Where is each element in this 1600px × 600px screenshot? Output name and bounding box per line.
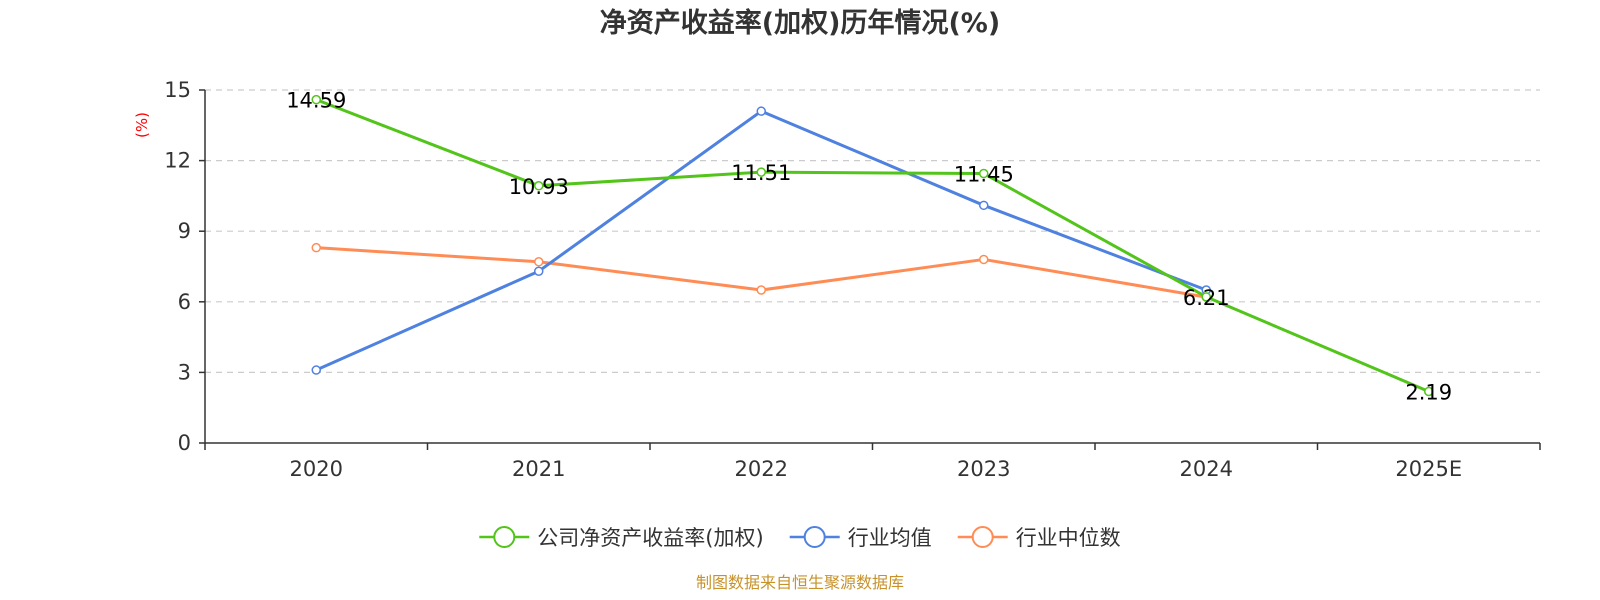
x-tick-label-2022: 2022 [735, 457, 788, 481]
data-label: 10.93 [509, 175, 569, 199]
legend-item: 公司净资产收益率(加权) [479, 526, 764, 550]
y-tick-label: 9 [178, 219, 191, 243]
data-point [311, 365, 321, 375]
x-tick-label-2023: 2023 [957, 457, 1010, 481]
y-axis-unit-label: (%) [133, 112, 151, 138]
data-label: 11.51 [731, 161, 791, 185]
legend-label: 行业中位数 [1016, 526, 1121, 550]
x-tick-label-2025E: 2025E [1395, 457, 1462, 481]
data-label: 2.19 [1405, 380, 1452, 404]
legend: 公司净资产收益率(加权) 行业均值 行业中位数 [479, 526, 1121, 550]
legend-marker-icon [493, 526, 516, 548]
data-point [1201, 292, 1211, 302]
data-label: 11.45 [954, 163, 1014, 187]
legend-item: 行业均值 [789, 526, 932, 550]
data-point [756, 285, 766, 295]
legend-item: 行业中位数 [957, 526, 1121, 550]
series-layer [311, 94, 1434, 397]
legend-label: 行业均值 [848, 526, 932, 550]
axes: 0 3 6 9 12 15 2020 2021 2022 2023 2024 2025E [164, 78, 1541, 481]
data-point [311, 242, 321, 253]
x-tick-label-2020: 2020 [290, 457, 343, 481]
data-point [979, 168, 989, 179]
data-label: 14.59 [286, 89, 346, 113]
y-tick-label: 0 [178, 431, 191, 455]
chart-title: 净资产收益率(加权)历年情况(%) [600, 7, 1000, 39]
data-point [979, 200, 989, 211]
gridlines [205, 89, 1540, 373]
data-point [756, 167, 766, 177]
y-tick-label: 12 [164, 149, 191, 173]
data-point [1424, 386, 1434, 397]
y-tick-label: 15 [164, 78, 191, 102]
series-line [315, 98, 1430, 393]
legend-marker-icon [971, 526, 994, 548]
data-labels: 14.59 10.93 11.51 11.45 6.21 2.19 [286, 89, 1452, 405]
data-point [534, 181, 544, 191]
data-source-note: 制图数据来自恒生聚源数据库 [696, 573, 904, 592]
x-tick-label-2024: 2024 [1180, 457, 1233, 481]
legend-label: 公司净资产收益率(加权) [537, 526, 763, 550]
data-point [979, 254, 989, 265]
legend-marker-icon [803, 526, 826, 548]
y-tick-label: 6 [178, 290, 191, 314]
data-label: 6.21 [1183, 286, 1230, 310]
x-tick-label-2021: 2021 [512, 457, 565, 481]
data-point [534, 257, 544, 267]
data-point [756, 106, 766, 116]
data-point [311, 94, 321, 105]
y-tick-label: 3 [178, 360, 191, 384]
data-point [534, 266, 544, 276]
